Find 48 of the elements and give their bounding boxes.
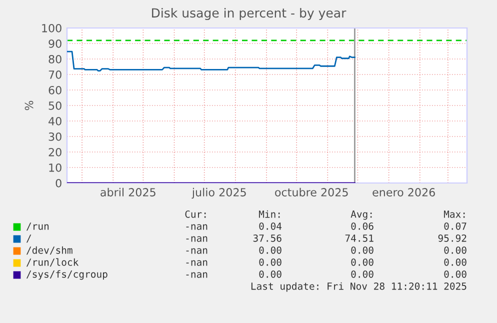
text: -nan: [186, 224, 208, 230]
legend-label: /dev/shm: [26, 246, 72, 255]
text: 0.00: [351, 258, 374, 266]
legend-label: /sys/fs/cgroup: [26, 270, 108, 280]
x-tick-label: abril 2025: [100, 188, 156, 196]
text: 74.51: [345, 234, 374, 242]
y-tick-label: 90: [48, 39, 62, 48]
y-axis-title: %: [24, 100, 34, 110]
text: Cur:: [185, 210, 206, 218]
text: Last update: Fri Nov 28 11:20:11 2025: [251, 282, 466, 292]
text: -nan: [186, 260, 208, 266]
chart-title: Disk usage in percent - by year: [152, 8, 346, 20]
legend-label: /: [26, 234, 32, 243]
text: -nan: [186, 272, 208, 278]
x-tick-label: julio 2025: [192, 188, 246, 199]
text: 0.00: [351, 246, 374, 254]
text: 0.07: [444, 222, 466, 230]
y-tick-label: 60: [48, 86, 62, 94]
y-tick-label: 50: [48, 101, 62, 110]
text: 0.00: [351, 270, 374, 278]
x-tick-label: octubre 2025: [275, 188, 348, 196]
text: 95.92: [438, 234, 466, 242]
x-tick-label: enero 2026: [372, 188, 435, 196]
text: 0.06: [351, 222, 374, 230]
text: 0.00: [444, 246, 466, 254]
text: Avg:: [350, 210, 372, 220]
text: 0.00: [444, 258, 466, 266]
text: -nan: [186, 248, 208, 254]
y-tick-label: 30: [48, 132, 62, 141]
y-tick-label: 100: [42, 24, 62, 32]
text: Max:: [444, 210, 465, 218]
text: 0.04: [259, 222, 282, 230]
text: 0.00: [259, 258, 282, 266]
y-tick-label: 80: [48, 54, 62, 64]
text: 0.00: [444, 270, 466, 278]
legend-label: /run/lock: [26, 258, 79, 267]
y-tick-label: 20: [48, 148, 62, 156]
y-tick-label: 10: [49, 163, 62, 172]
y-tick-label: 0: [56, 178, 62, 188]
text: 0.00: [259, 270, 282, 278]
text: Min:: [258, 210, 280, 218]
text: -nan: [186, 236, 208, 242]
text: 0.00: [259, 246, 282, 254]
text: 37.56: [253, 234, 282, 242]
y-tick-label: 70: [48, 70, 62, 79]
y-tick-label: 40: [48, 116, 62, 126]
line-series: [67, 50, 356, 72]
legend-label: /run: [26, 222, 49, 231]
